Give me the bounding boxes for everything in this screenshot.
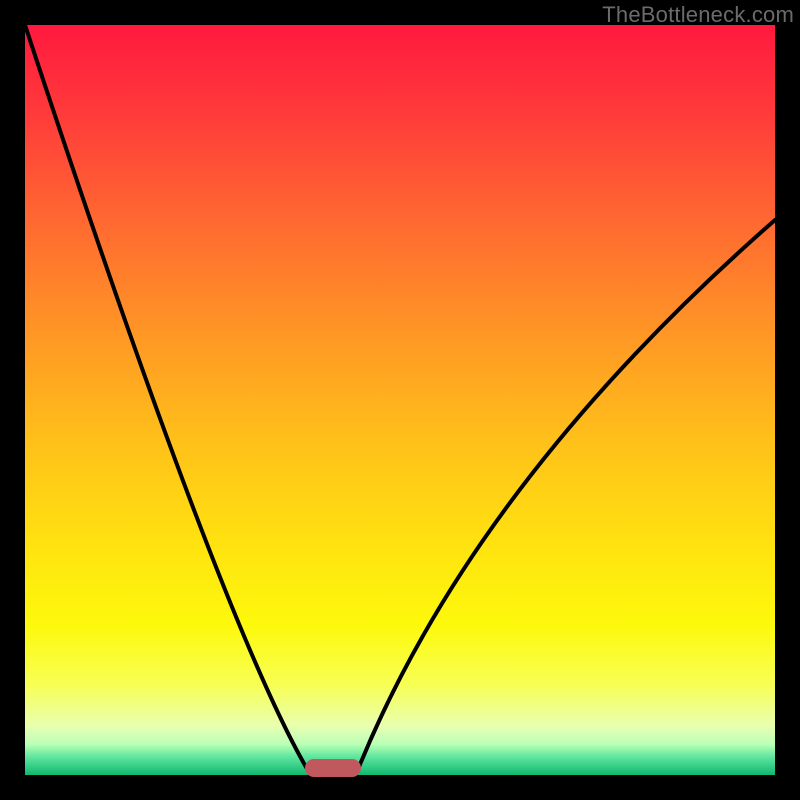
left-curve (25, 25, 306, 768)
watermark-text: TheBottleneck.com (602, 2, 794, 28)
optimum-marker (305, 759, 361, 777)
right-curve (359, 220, 775, 768)
chart-canvas: TheBottleneck.com (0, 0, 800, 800)
plot-area (25, 25, 775, 775)
bottleneck-curves (25, 25, 775, 775)
